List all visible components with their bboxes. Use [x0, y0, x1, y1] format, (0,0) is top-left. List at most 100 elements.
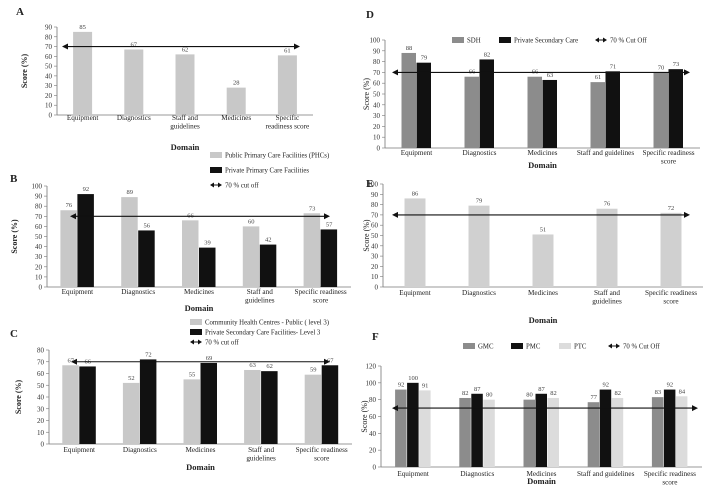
y-tick-label: 40 [369, 430, 377, 438]
y-tick-label: 40 [373, 101, 381, 109]
bar-d-2-0 [527, 76, 542, 148]
y-tick-label: 80 [373, 58, 381, 66]
legend-cutoff-arrow-left [190, 339, 194, 345]
y-tick-label: 50 [37, 382, 45, 390]
y-tick-label: 50 [371, 232, 379, 240]
data-label: 88 [406, 45, 413, 52]
bar-b-3-1 [259, 244, 277, 287]
bar-d-2-1 [542, 79, 557, 148]
x-tick-label: Equipment [397, 470, 429, 478]
bar-d-1-0 [464, 76, 479, 148]
x-axis-title: Domain [186, 462, 215, 472]
data-label: 72 [145, 351, 152, 358]
x-tick-label: Medicines [528, 289, 558, 297]
bar-c-3-1 [261, 371, 278, 444]
x-tick-label: score [662, 479, 677, 487]
data-label: 52 [128, 375, 135, 382]
cutoff-arrow-right [692, 405, 698, 412]
panel-label: D [366, 9, 374, 21]
x-tick-label: Specific readiness [296, 446, 348, 454]
data-label: 92 [83, 186, 90, 193]
legend-label: Private Primary Care Facilities [225, 168, 309, 175]
x-tick-label: Equipment [62, 288, 94, 296]
data-label: 91 [422, 382, 429, 389]
y-tick-label: 10 [37, 429, 45, 437]
y-tick-label: 40 [45, 72, 53, 80]
x-tick-label: readiness score [266, 123, 310, 131]
bar-b-2-0 [182, 220, 199, 287]
legend-swatch [210, 152, 222, 158]
bar-f-4-1 [663, 389, 676, 467]
legend-label: Public Primary Care Facilities (PHCs) [225, 153, 329, 160]
bar-a-3-0 [226, 87, 246, 115]
bar-d-1-1 [479, 59, 494, 148]
data-label: 73 [673, 61, 680, 68]
bar-e-2-0 [532, 234, 554, 287]
cutoff-arrow-right [324, 358, 330, 365]
cutoff-arrow-right [324, 213, 330, 220]
y-tick-label: 0 [41, 441, 45, 449]
bar-c-1-0 [122, 382, 140, 444]
y-tick-label: 20 [373, 123, 381, 131]
data-label: 83 [655, 389, 662, 396]
bar-f-2-2 [547, 397, 559, 467]
x-tick-label: Staff and guidelines [577, 470, 635, 478]
x-tick-label: Medicines [527, 470, 557, 478]
data-label: 82 [614, 390, 621, 397]
y-axis-title: Score (%) [362, 219, 371, 252]
cutoff-arrow-right [294, 43, 300, 50]
x-tick-label: guidelines [592, 298, 622, 306]
bar-b-0-0 [60, 210, 77, 287]
data-label: 42 [265, 237, 272, 244]
y-tick-label: 100 [366, 379, 377, 387]
y-tick-label: 10 [373, 134, 381, 142]
y-tick-label: 100 [368, 181, 379, 189]
data-label: 63 [249, 362, 256, 369]
bar-c-3-0 [244, 369, 261, 444]
x-axis-title: Domain [185, 303, 214, 313]
legend-cutoff-arrow-right [603, 37, 607, 43]
bar-c-0-1 [79, 366, 96, 444]
x-tick-label: Specific readiness [644, 470, 696, 478]
data-label: 28 [233, 80, 240, 87]
cutoff-arrow-right [684, 211, 690, 218]
y-tick-label: 30 [45, 82, 53, 90]
data-label: 61 [595, 74, 602, 81]
y-tick-label: 20 [35, 263, 43, 271]
data-label: 62 [182, 46, 189, 53]
y-tick-label: 10 [371, 273, 379, 281]
x-tick-label: score [313, 297, 328, 305]
y-tick-label: 10 [35, 273, 43, 281]
y-tick-label: 30 [35, 253, 43, 261]
y-tick-label: 90 [45, 24, 53, 32]
legend-label: 70 % Cut Off [623, 344, 660, 351]
data-label: 86 [412, 190, 419, 197]
y-tick-label: 80 [37, 347, 45, 355]
y-tick-label: 120 [366, 363, 377, 371]
legend-cutoff-arrow-right [218, 182, 222, 188]
y-tick-label: 60 [371, 222, 379, 230]
data-label: 79 [421, 55, 428, 62]
x-tick-label: Diagnostics [460, 470, 494, 478]
cutoff-arrow-left [71, 358, 77, 365]
y-tick-label: 0 [49, 112, 53, 120]
x-tick-label: Medicines [528, 149, 558, 157]
bar-f-3-1 [599, 389, 612, 467]
cutoff-arrow-left [392, 69, 398, 76]
bar-d-3-1 [605, 71, 620, 148]
bar-a-2-0 [175, 54, 195, 115]
x-tick-label: Specific readiness [642, 149, 694, 157]
legend-label: GMC [478, 344, 494, 351]
bar-f-0-2 [419, 390, 431, 467]
bar-d-4-0 [653, 72, 668, 148]
data-label: 51 [540, 226, 547, 233]
chart-panel-d: D 0 10 20 30 40 50 60 70 80 90 100 Score (%) 88 79 Equi… [362, 9, 700, 170]
y-tick-label: 10 [45, 102, 53, 110]
bar-e-3-0 [596, 208, 618, 287]
panel-label: C [10, 328, 18, 340]
y-tick-label: 60 [373, 80, 381, 88]
y-tick-label: 0 [377, 145, 381, 153]
x-tick-label: Specific readiness [295, 288, 347, 296]
